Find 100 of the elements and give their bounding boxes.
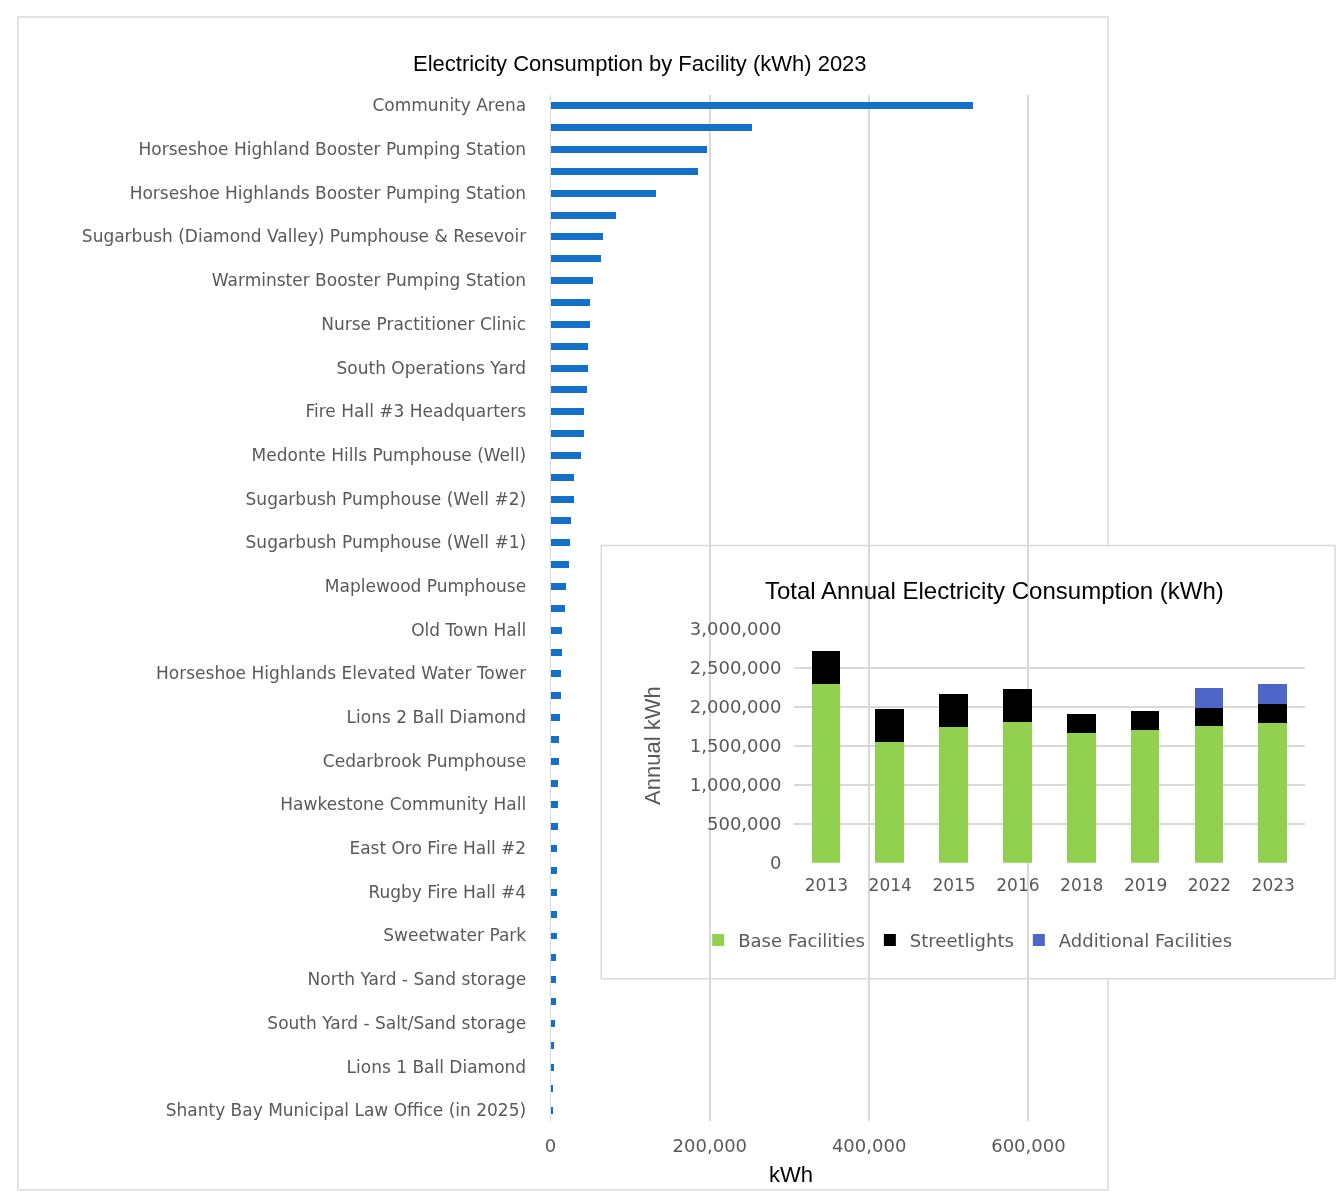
bar [550,735,559,743]
legend-label: Streetlights [909,930,1014,952]
y-tick-label: 1,000,000 [689,774,782,796]
bar [1195,725,1224,863]
bar [550,298,590,306]
bar [550,538,570,546]
bar [550,254,601,262]
y-tick-label: East Oro Fire Hall #2 [349,838,527,859]
bar [1003,688,1033,722]
bar [550,1063,554,1071]
y-tick-label: Sweetwater Park [383,925,527,946]
bar [550,429,584,437]
y-tick-label: Lions 1 Ball Diamond [346,1056,527,1077]
y-tick-label: Sugarbush Pumphouse (Well #2) [245,488,527,509]
bar [550,211,616,219]
x-tick-label: 2022 [1187,874,1232,895]
bar [550,276,593,284]
y-tick-label: Sugarbush Pumphouse (Well #1) [245,532,527,553]
bar [550,932,557,939]
bar [550,451,581,459]
x-tick-label: 2023 [1251,874,1295,895]
bar [1067,713,1097,733]
bar [550,407,584,415]
y-tick-label: 2,500,000 [689,657,782,679]
legend-label: Base Facilities [738,930,865,952]
bar [550,582,566,590]
bar [550,604,565,612]
bar [550,822,558,830]
bar [875,708,905,742]
y-tick-label: Fire Hall #3 Headquarters [305,401,527,422]
y-tick-label: 500,000 [707,813,782,835]
bar [1003,721,1033,863]
y-tick-label: Sugarbush (Diamond Valley) Pumphouse & Resevoir [81,226,527,247]
bar [1195,687,1224,708]
y-tick-label: South Yard - Salt/Sand storage [267,1012,527,1033]
bar [550,560,569,568]
bar [1258,703,1288,723]
legend-label: Additional Facilities [1058,930,1233,952]
bar [550,648,562,656]
y-tick-label: Medonte Hills Pumphouse (Well) [251,444,527,465]
y-tick-label: Nurse Practitioner Clinic [321,313,527,334]
y-tick-label: Rugby Fire Hall #4 [368,881,527,902]
bar [550,800,558,808]
y-tick-label: Cedarbrook Pumphouse [322,750,527,771]
bar [550,779,558,787]
x-tick-label: 400,000 [831,1135,907,1157]
x-tick-label: 2013 [804,874,848,895]
bar [1195,707,1224,726]
bar [550,997,556,1005]
chart-title: Total Annual Electricity Consumption (kWh) [765,577,1224,604]
bar [550,866,557,874]
bar [550,713,560,721]
bar [1131,729,1160,863]
bar [875,741,905,863]
y-tick-label: Shanty Bay Municipal Law Office (in 2025) [165,1100,527,1121]
bar [550,1019,555,1027]
bar [550,757,559,765]
y-tick-label: Lions 2 Ball Diamond [346,707,527,728]
bar [550,910,557,918]
bar [1131,710,1160,730]
bar [550,320,590,328]
x-tick-label: 2014 [868,874,912,895]
x-tick-label: 2018 [1060,874,1104,895]
y-tick-label: 3,000,000 [689,618,782,640]
bar [550,167,698,175]
x-tick-label: 2015 [932,874,976,895]
bar [550,1041,554,1049]
y-tick-label: North Yard - Sand storage [307,969,527,990]
bar [550,364,588,372]
bar [550,669,561,677]
bar [550,473,574,481]
y-tick-label: Hawkestone Community Hall [280,794,527,815]
bar [550,232,603,240]
bar [1067,732,1097,863]
y-tick-label: Horseshoe Highland Booster Pumping Station [138,139,527,160]
y-tick-label: Community Arena [372,95,527,116]
bar [812,683,841,863]
y-tick-label: 2,000,000 [689,696,782,718]
bar [550,844,557,852]
x-tick-label: 2016 [996,874,1040,895]
y-tick-label: South Operations Yard [336,357,527,378]
bar [550,626,562,634]
x-tick-label: 200,000 [672,1135,748,1157]
y-tick-label: 0 [770,852,782,874]
bar [550,953,556,961]
y-axis-title: Annual kWh [640,686,666,805]
bar [1258,722,1288,863]
y-tick-label: Maplewood Pumphouse [324,575,527,596]
bar [550,1106,553,1114]
x-axis-title: kWh [769,1162,813,1187]
x-tick-label: 0 [544,1135,557,1157]
x-tick-label: 2019 [1123,874,1168,895]
bar [550,145,707,153]
bar [550,975,556,983]
chart-title: Electricity Consumption by Facility (kWh) 2023 [413,51,867,76]
bar [550,888,557,896]
bar [550,691,561,699]
bar [550,123,752,131]
bar [550,101,973,109]
bar [550,516,571,524]
